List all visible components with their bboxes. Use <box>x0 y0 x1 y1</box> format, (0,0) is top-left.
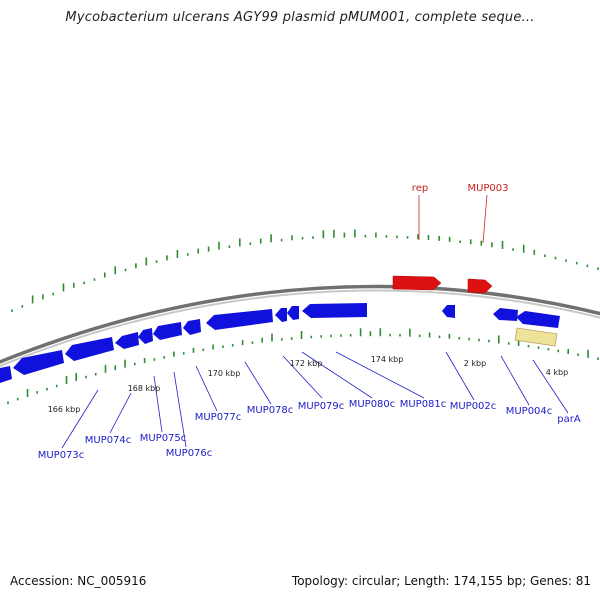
tick-label-168kbp: 168 kbp <box>128 384 161 393</box>
feature-para[interactable] <box>514 327 558 347</box>
gene-label-mup076c[interactable]: MUP076c <box>166 448 213 459</box>
tick-label-172kbp: 172 kbp <box>290 359 323 368</box>
plasmid-backbone-shadow <box>0 289 600 368</box>
gene-mup073c[interactable] <box>13 350 64 375</box>
gene-rep[interactable] <box>392 275 442 291</box>
gene-label-mup002c[interactable]: MUP002c <box>450 401 497 412</box>
gene-label-rep[interactable]: rep <box>412 183 428 194</box>
gene-label-mup075c[interactable]: MUP075c <box>140 433 187 444</box>
outer-gc-ticks <box>11 229 599 312</box>
gene-label-mup074c[interactable]: MUP074c <box>85 435 132 446</box>
gene-mup072c[interactable] <box>0 366 12 383</box>
gene-mup081c[interactable] <box>302 303 367 318</box>
gene-label-mup081c[interactable]: MUP081c <box>400 399 447 410</box>
gene-mup079c[interactable] <box>275 308 287 322</box>
gene-label-mup077c[interactable]: MUP077c <box>195 412 242 423</box>
reverse-genes <box>0 303 560 383</box>
gene-mup004c[interactable] <box>516 311 560 328</box>
gene-mup003[interactable] <box>467 278 493 294</box>
inner-gc-ticks <box>7 328 599 404</box>
accession-text: Accession: NC_005916 <box>10 574 147 588</box>
gene-mup074c-b[interactable] <box>115 332 139 349</box>
gene-mup075c[interactable] <box>138 328 153 344</box>
tick-label-174kbp: 174 kbp <box>371 355 404 364</box>
gene-label-mup073c[interactable]: MUP073c <box>38 450 85 461</box>
gene-mup004c-b[interactable] <box>493 308 518 321</box>
gene-label-mup004c[interactable]: MUP004c <box>506 406 553 417</box>
gene-mup076c[interactable] <box>153 322 182 340</box>
gene-label-mup003[interactable]: MUP003 <box>467 183 508 194</box>
gene-mup002c[interactable] <box>442 305 455 318</box>
gene-label-mup080c[interactable]: MUP080c <box>349 399 396 410</box>
tick-label-4kbp: 4 kbp <box>546 368 568 377</box>
tick-label-166kbp: 166 kbp <box>48 405 81 414</box>
gene-mup074c[interactable] <box>65 337 114 361</box>
gene-mup080c[interactable] <box>287 306 299 320</box>
label-leaders-red <box>418 194 488 244</box>
gene-label-para[interactable]: parA <box>557 414 581 425</box>
gene-label-mup079c[interactable]: MUP079c <box>298 401 345 412</box>
gene-label-mup078c[interactable]: MUP078c <box>247 405 294 416</box>
topology-summary: Topology: circular; Length: 174,155 bp; … <box>291 574 591 588</box>
gene-mup078c[interactable] <box>206 309 273 330</box>
label-leaders <box>61 351 569 449</box>
plasmid-backbone <box>0 284 600 364</box>
map-title: Mycobacterium ulcerans AGY99 plasmid pMU… <box>65 10 535 25</box>
tick-label-170kbp: 170 kbp <box>208 369 241 378</box>
gene-mup077c[interactable] <box>183 319 201 335</box>
tick-label-2kbp: 2 kbp <box>464 359 486 368</box>
